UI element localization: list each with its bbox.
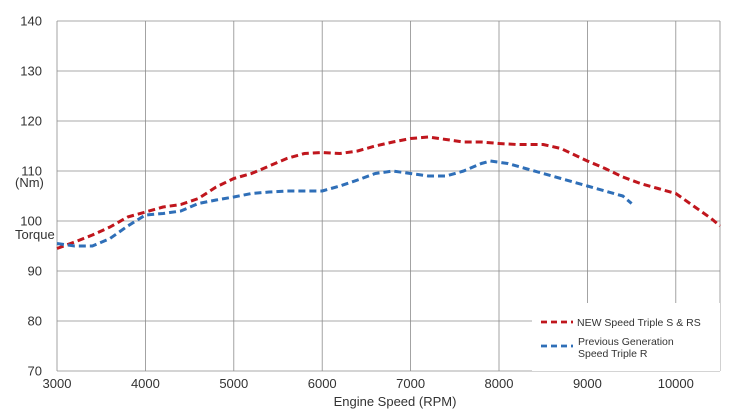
y-tick-label: 90 — [28, 264, 42, 279]
x-tick-label: 5000 — [219, 376, 248, 391]
x-tick-label: 4000 — [131, 376, 160, 391]
x-tick-label: 3000 — [43, 376, 72, 391]
y-tick-label: 100 — [20, 214, 42, 229]
y-axis-title: Torque — [15, 227, 55, 242]
legend: NEW Speed Triple S & RS Previous Generat… — [532, 303, 720, 371]
y-axis-ticks: 70 80 90 100 110 120 130 140 — [20, 14, 42, 379]
x-axis-ticks: 3000 4000 5000 6000 7000 8000 9000 10000 — [43, 376, 694, 391]
series-lines — [56, 135, 721, 250]
y-axis-unit: (Nm) — [15, 175, 44, 190]
x-tick-label: 6000 — [308, 376, 337, 391]
legend-label-previous-line1: Previous Generation — [578, 336, 674, 348]
series-line-new-speed-triple — [56, 135, 721, 250]
y-tick-label: 120 — [20, 114, 42, 129]
x-tick-label: 7000 — [396, 376, 425, 391]
y-tick-label: 110 — [21, 164, 42, 179]
series-line-previous-generation — [56, 159, 633, 248]
legend-box — [532, 303, 720, 371]
y-tick-label: 70 — [28, 364, 42, 379]
y-tick-label: 130 — [20, 64, 42, 79]
y-tick-label: 140 — [20, 14, 42, 29]
legend-label-previous-line2: Speed Triple R — [578, 348, 648, 360]
x-tick-label: 8000 — [485, 376, 514, 391]
x-tick-label: 9000 — [573, 376, 602, 391]
legend-label-new: NEW Speed Triple S & RS — [577, 317, 701, 329]
x-axis-title: Engine Speed (RPM) — [334, 394, 457, 409]
x-tick-label: 10000 — [658, 376, 694, 391]
y-tick-label: 80 — [28, 314, 42, 329]
